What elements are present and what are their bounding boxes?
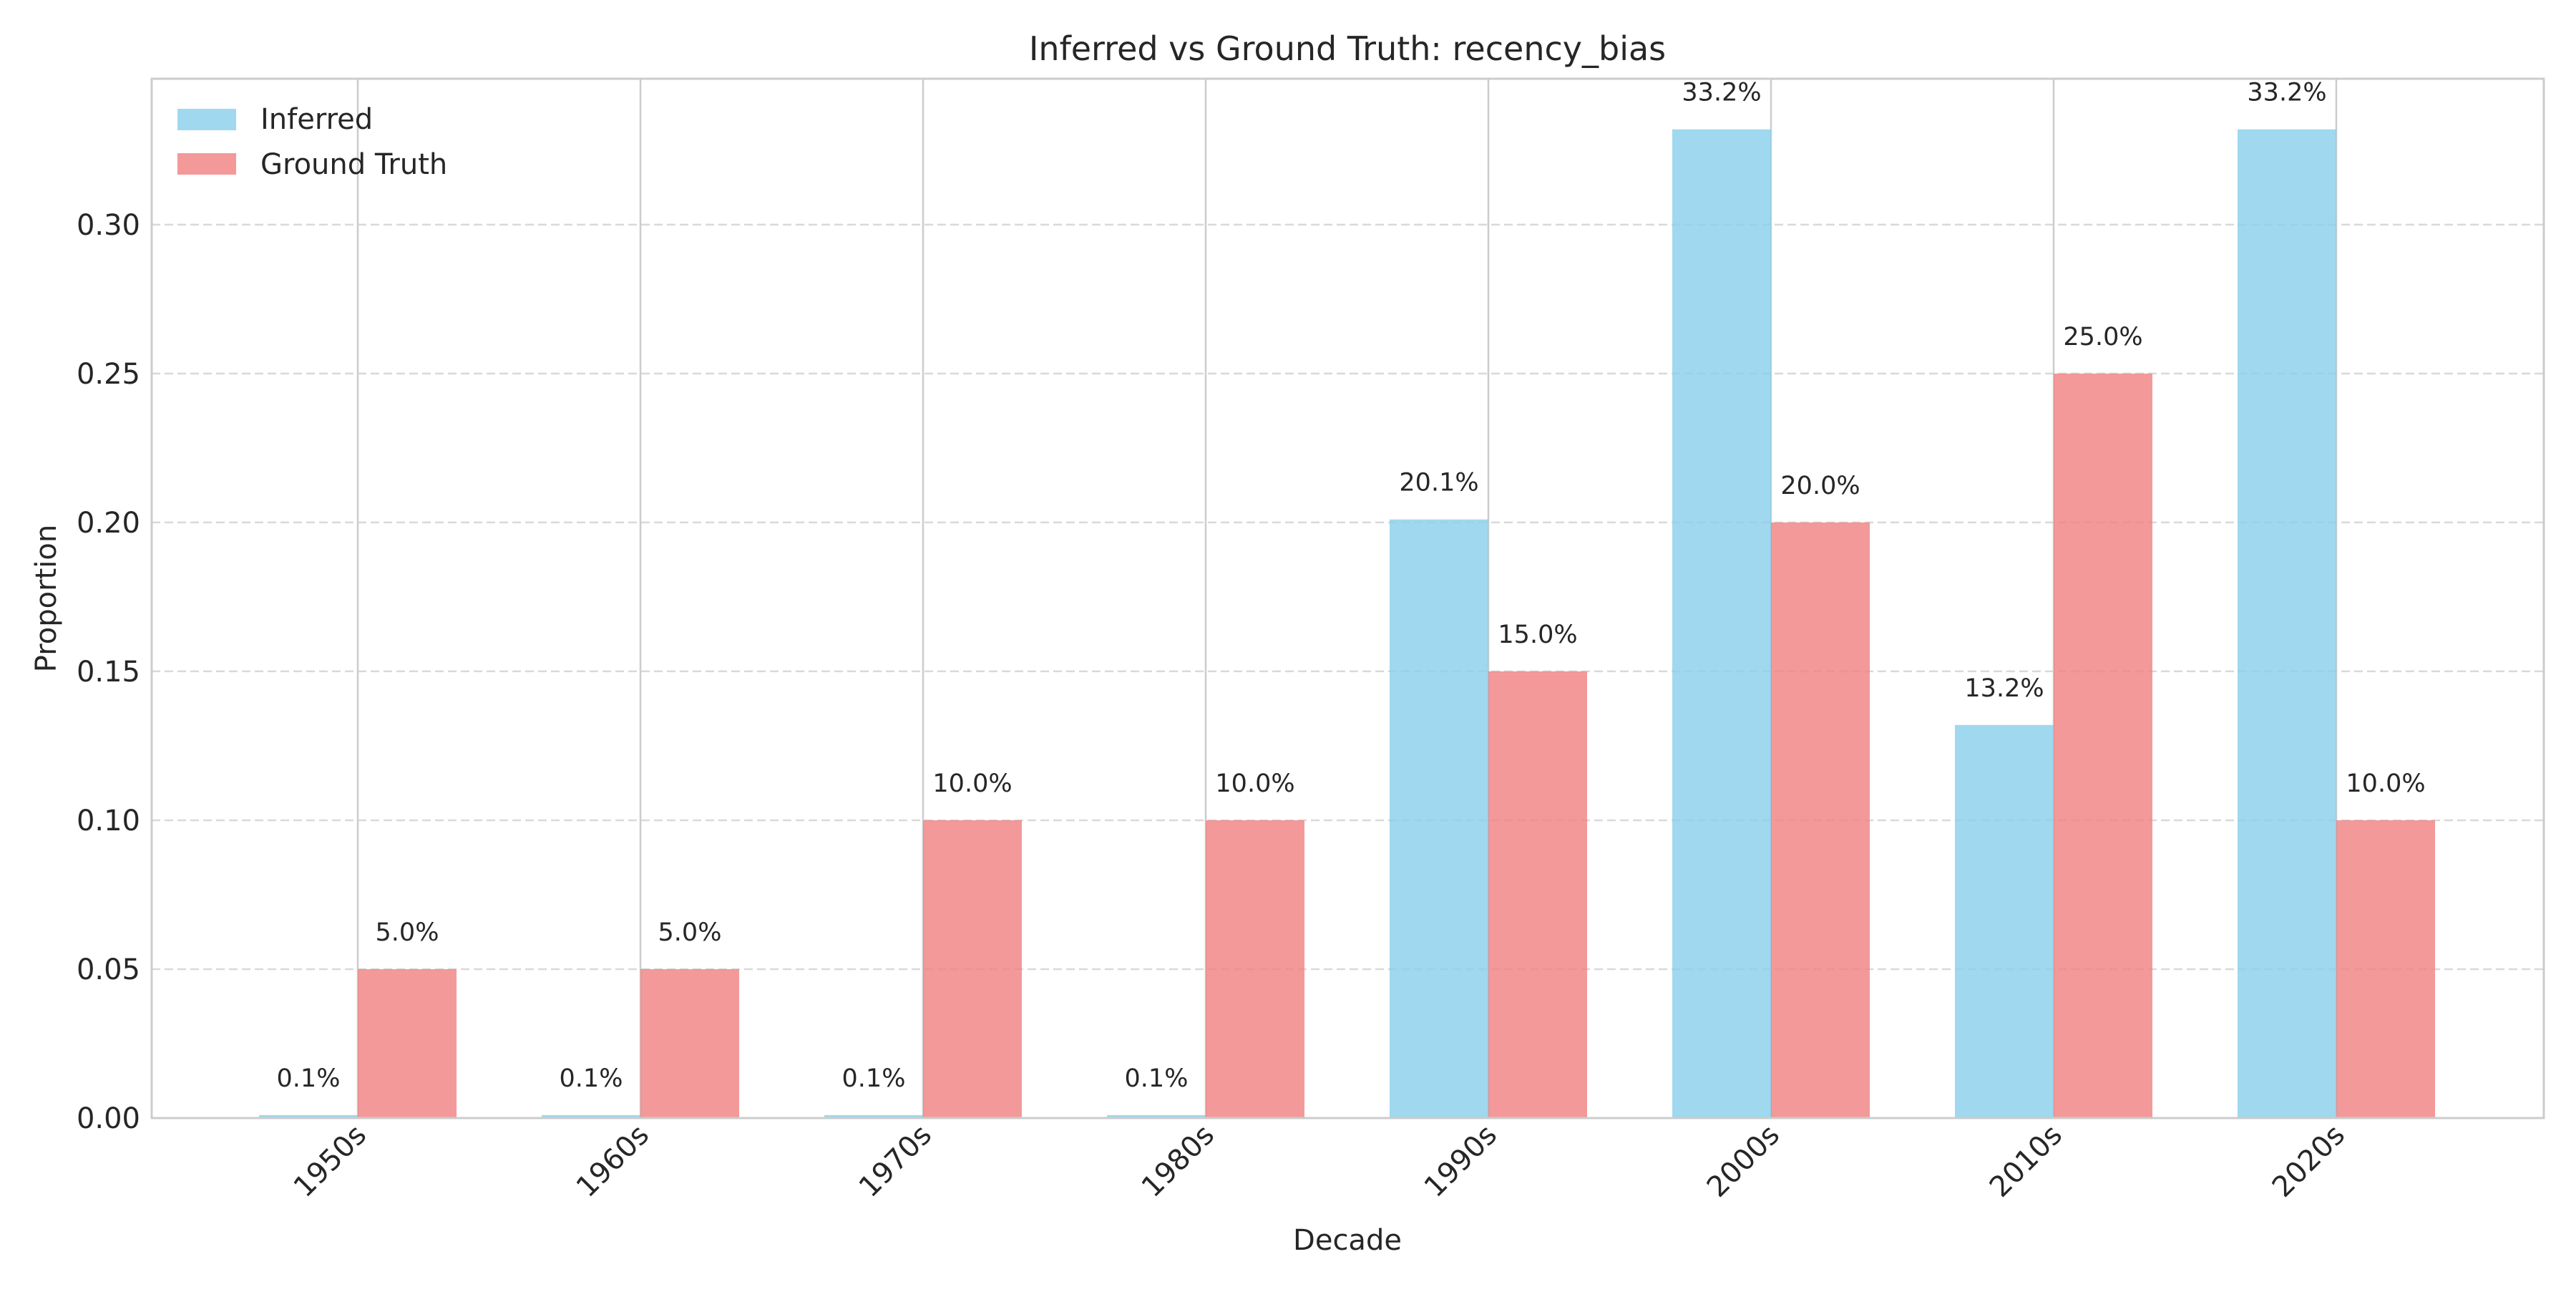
data-label: 0.1%	[1125, 1064, 1189, 1093]
y-axis-label: Proportion	[30, 525, 63, 672]
y-tick-label: 0.00	[77, 1102, 140, 1135]
data-label: 0.1%	[277, 1064, 341, 1093]
chart-title: Inferred vs Ground Truth: recency_bias	[1029, 29, 1666, 68]
legend-swatch-ground-truth	[177, 153, 236, 175]
bar-inferred-1970s	[824, 1114, 923, 1118]
data-label: 10.0%	[2346, 769, 2425, 798]
data-label: 33.2%	[2247, 79, 2326, 107]
data-labels-layer: 0.1% 0.1% 0.1% 0.1% 20.1% 33.2% 13.2% 33.2% 5.0%…	[277, 79, 2426, 1093]
data-label: 0.1%	[560, 1064, 623, 1093]
data-label: 15.0%	[1498, 621, 1577, 649]
data-label: 5.0%	[658, 918, 722, 947]
legend-swatch-inferred	[177, 109, 236, 130]
data-label: 25.0%	[2063, 323, 2142, 351]
bar-ground-truth-1960s	[640, 968, 739, 1118]
bar-ground-truth-1990s	[1488, 671, 1587, 1118]
y-tick-label: 0.25	[77, 358, 140, 391]
bar-inferred-1980s	[1107, 1114, 1206, 1118]
bar-inferred-1990s	[1390, 519, 1488, 1118]
plot-frame	[150, 77, 2545, 1119]
bar-inferred-2020s	[2238, 129, 2336, 1119]
y-tick-label: 0.20	[77, 507, 140, 540]
bar-inferred-1950s	[259, 1114, 358, 1118]
bar-ground-truth-2000s	[1771, 522, 1870, 1118]
y-tick-label: 0.15	[77, 656, 140, 689]
data-label: 10.0%	[932, 769, 1012, 798]
data-label: 20.1%	[1399, 469, 1478, 497]
data-label: 5.0%	[376, 918, 439, 947]
bar-ground-truth-1950s	[358, 968, 457, 1118]
bar-ground-truth-1970s	[923, 820, 1022, 1118]
data-label: 33.2%	[1682, 79, 1761, 107]
data-label: 0.1%	[842, 1064, 906, 1093]
bar-ground-truth-2010s	[2054, 373, 2152, 1118]
legend: Inferred Ground Truth	[177, 103, 447, 181]
bar-inferred-2000s	[1672, 129, 1771, 1119]
bar-ground-truth-2020s	[2336, 820, 2435, 1118]
y-tick-label: 0.10	[77, 805, 140, 837]
legend-label-inferred: Inferred	[260, 103, 373, 136]
legend-label-ground-truth: Ground Truth	[260, 148, 447, 181]
data-label: 13.2%	[1964, 674, 2044, 703]
bars-layer	[259, 129, 2435, 1119]
data-label: 20.0%	[1780, 472, 1860, 500]
bar-inferred-2010s	[1955, 724, 2054, 1118]
bar-ground-truth-1980s	[1206, 820, 1304, 1118]
bar-inferred-1960s	[542, 1114, 640, 1118]
data-label: 10.0%	[1215, 769, 1294, 798]
y-tick-label: 0.30	[77, 209, 140, 242]
x-axis-label: Decade	[1293, 1224, 1402, 1257]
y-tick-label: 0.05	[77, 953, 140, 986]
